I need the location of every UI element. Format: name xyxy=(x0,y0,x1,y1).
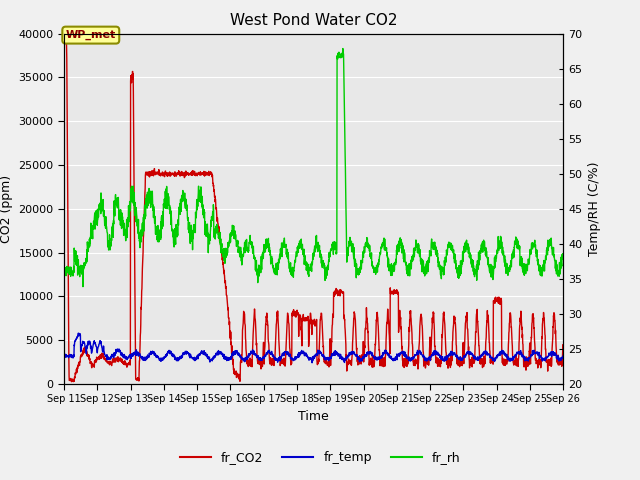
fr_CO2 xyxy=(68,379,76,384)
fr_temp xyxy=(60,353,68,359)
fr_temp xyxy=(559,353,567,359)
Title: West Pond Water CO2: West Pond Water CO2 xyxy=(230,13,397,28)
fr_rh xyxy=(339,50,346,56)
fr_CO2 xyxy=(200,172,207,178)
fr_CO2 xyxy=(529,316,537,322)
fr_temp xyxy=(529,351,537,357)
Y-axis label: CO2 (ppm): CO2 (ppm) xyxy=(0,175,13,243)
fr_temp xyxy=(459,357,467,363)
Y-axis label: Temp/RH (C/%): Temp/RH (C/%) xyxy=(588,162,601,256)
Text: WP_met: WP_met xyxy=(66,30,116,40)
fr_temp xyxy=(200,351,207,357)
fr_rh xyxy=(559,252,567,258)
fr_rh xyxy=(200,208,207,214)
fr_CO2 xyxy=(328,326,336,332)
Line: fr_CO2: fr_CO2 xyxy=(64,37,563,382)
fr_rh xyxy=(459,250,467,255)
fr_temp xyxy=(308,360,316,366)
fr_CO2 xyxy=(60,40,68,46)
fr_rh xyxy=(328,246,335,252)
fr_temp xyxy=(74,330,82,336)
fr_temp xyxy=(516,351,524,357)
fr_rh xyxy=(529,242,537,248)
fr_rh xyxy=(60,264,68,270)
fr_rh xyxy=(339,46,347,51)
fr_CO2 xyxy=(339,290,347,296)
fr_CO2 xyxy=(61,34,68,40)
fr_rh xyxy=(79,284,87,289)
fr_temp xyxy=(339,355,347,360)
X-axis label: Time: Time xyxy=(298,410,329,423)
Line: fr_rh: fr_rh xyxy=(64,48,563,287)
Line: fr_temp: fr_temp xyxy=(64,333,563,363)
fr_CO2 xyxy=(516,326,524,332)
fr_CO2 xyxy=(459,354,467,360)
fr_CO2 xyxy=(559,360,567,366)
Legend: fr_CO2, fr_temp, fr_rh: fr_CO2, fr_temp, fr_rh xyxy=(175,446,465,469)
fr_rh xyxy=(516,246,524,252)
fr_temp xyxy=(328,353,336,359)
